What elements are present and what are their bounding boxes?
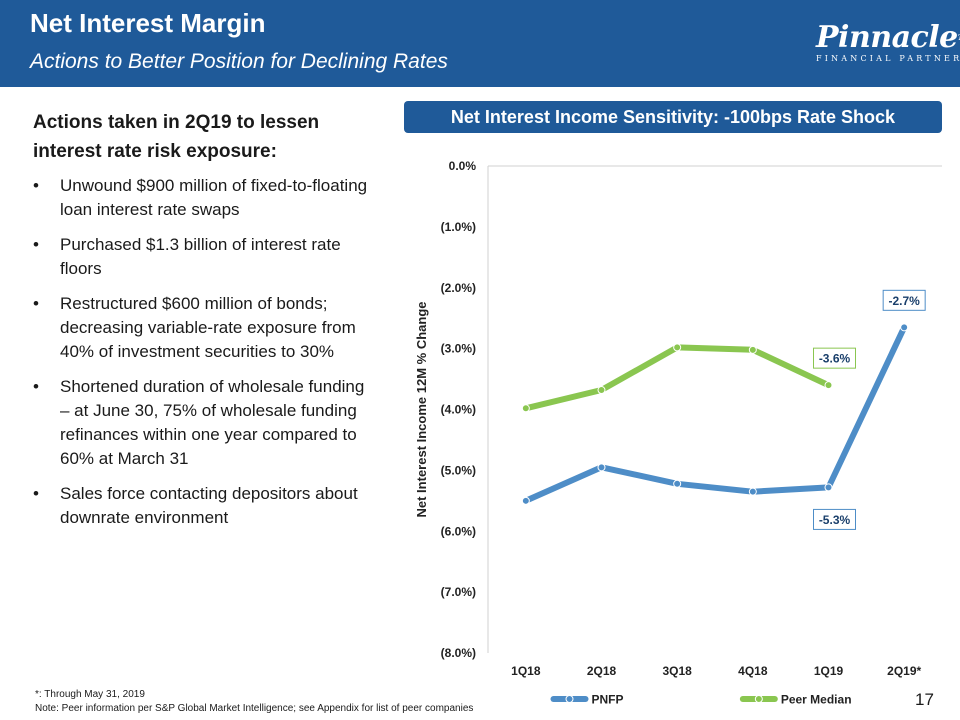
y-tick-label: (7.0%) xyxy=(441,585,476,599)
list-item: • Restructured $600 million of bonds; dec… xyxy=(33,294,356,361)
page-number: 17 xyxy=(915,690,934,709)
legend-marker xyxy=(754,695,763,703)
bullet-icon: • xyxy=(33,235,39,254)
x-tick-label: 4Q18 xyxy=(738,664,768,678)
legend-label: Peer Median xyxy=(781,693,852,707)
chart-title-banner: Net Interest Income Sensitivity: -100bps… xyxy=(404,101,942,133)
list-item: • Unwound $900 million of fixed-to-floati… xyxy=(33,176,368,219)
bullet-icon: • xyxy=(33,294,39,313)
data-point xyxy=(597,386,606,395)
y-tick-label: (8.0%) xyxy=(441,646,476,660)
data-label-box xyxy=(813,508,856,530)
x-tick-label: 2Q18 xyxy=(587,664,617,678)
legend-marker xyxy=(565,695,574,703)
page-title: Net Interest Margin xyxy=(30,8,266,38)
y-tick-label: (3.0%) xyxy=(441,342,476,356)
pinnacle-logo: PinnacleTM FINANCIAL PARTNERS xyxy=(816,23,960,68)
bullet-icon: • xyxy=(33,484,39,503)
list-item: • Shortened duration of wholesale funding… xyxy=(33,377,365,468)
y-tick-label: (4.0%) xyxy=(441,403,476,417)
data-label-box xyxy=(882,289,926,311)
y-tick-label: (2.0%) xyxy=(441,281,476,295)
data-point xyxy=(824,381,833,390)
actions-panel: Actions taken in 2Q19 to lessen interest… xyxy=(33,108,373,541)
logo-tagline: FINANCIAL PARTNERS xyxy=(816,54,960,63)
x-tick-label: 3Q18 xyxy=(662,664,692,678)
footnote-asterisk: *: Through May 31, 2019 xyxy=(35,689,145,700)
x-tick-label: 1Q19 xyxy=(814,664,844,678)
x-tick-label: 1Q18 xyxy=(511,664,541,678)
data-point xyxy=(521,404,530,413)
data-point xyxy=(673,479,682,488)
data-point xyxy=(748,345,757,354)
data-point xyxy=(673,343,682,352)
data-point xyxy=(824,483,833,492)
sensitivity-line-chart: 0.0% (1.0%) (2.0%) (3.0%) (4.0%) (5.0%) (6.0%)… xyxy=(414,159,942,707)
data-label-box xyxy=(813,347,856,369)
data-label: -5.3% xyxy=(819,513,851,527)
page-subtitle: Actions to Better Position for Declining… xyxy=(30,50,448,73)
actions-heading: Actions taken in 2Q19 to lessen interest… xyxy=(33,112,320,162)
logo-tm: TM xyxy=(958,33,960,42)
data-point xyxy=(748,487,757,496)
actions-list: • Unwound $900 million of fixed-to-floati… xyxy=(33,174,373,530)
data-point xyxy=(597,463,606,472)
y-tick-label: (6.0%) xyxy=(441,524,476,538)
y-tick-label: (1.0%) xyxy=(441,220,476,234)
data-point xyxy=(521,496,530,505)
bullet-icon: • xyxy=(33,377,39,396)
list-item: • Sales force contacting depositors about… xyxy=(33,484,358,527)
header-bar: Net Interest Margin Actions to Better Po… xyxy=(0,0,960,87)
y-tick-label: 0.0% xyxy=(449,159,477,173)
y-axis-title: Net Interest Income 12M % Change xyxy=(414,302,429,518)
bullet-icon: • xyxy=(33,176,39,195)
x-tick-label: 2Q19* xyxy=(887,664,921,678)
series-line-pnfp xyxy=(522,324,908,504)
footnote-source: Note: Peer information per S&P Global Ma… xyxy=(35,703,474,714)
y-tick-label: (5.0%) xyxy=(441,463,476,477)
list-item: • Purchased $1.3 billion of interest rate… xyxy=(33,235,341,278)
data-label: -2.7% xyxy=(888,294,920,308)
data-point xyxy=(900,323,909,332)
series-line-peer-median xyxy=(522,344,832,412)
data-label: -3.6% xyxy=(819,352,851,366)
legend-label: PNFP xyxy=(592,693,624,707)
logo-wordmark: PinnacleTM xyxy=(816,23,960,53)
